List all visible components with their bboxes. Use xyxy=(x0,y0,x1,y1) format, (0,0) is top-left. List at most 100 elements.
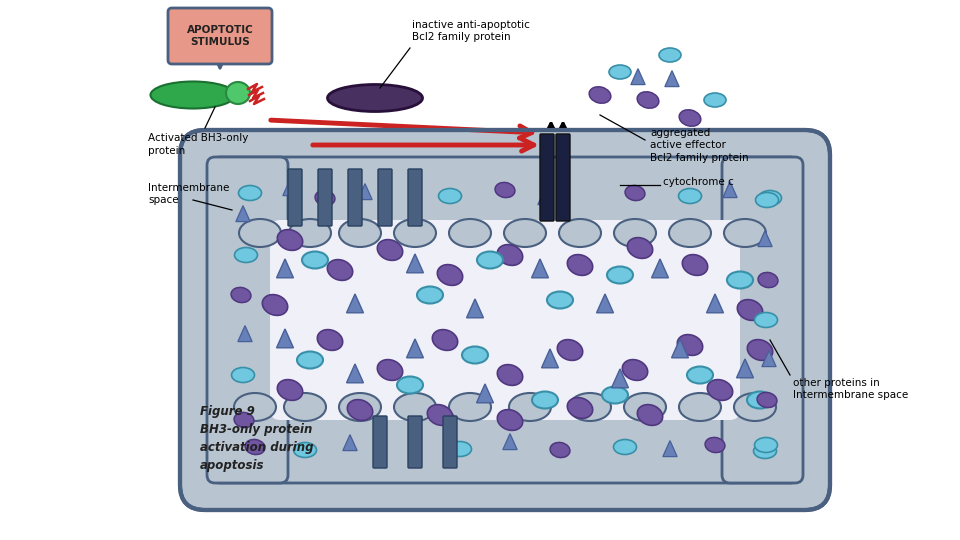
Ellipse shape xyxy=(448,442,471,456)
Ellipse shape xyxy=(609,65,631,79)
Ellipse shape xyxy=(449,393,491,421)
Ellipse shape xyxy=(755,313,778,327)
Ellipse shape xyxy=(613,440,636,455)
Ellipse shape xyxy=(678,335,703,355)
FancyBboxPatch shape xyxy=(373,416,387,468)
Ellipse shape xyxy=(550,442,570,457)
Text: Activated BH3-only
protein: Activated BH3-only protein xyxy=(148,133,249,156)
FancyBboxPatch shape xyxy=(348,169,362,226)
Ellipse shape xyxy=(239,219,281,247)
Ellipse shape xyxy=(427,404,453,426)
Ellipse shape xyxy=(394,393,436,421)
FancyBboxPatch shape xyxy=(443,416,457,468)
Polygon shape xyxy=(236,206,251,221)
Ellipse shape xyxy=(624,393,666,421)
FancyBboxPatch shape xyxy=(318,169,332,226)
Ellipse shape xyxy=(504,219,546,247)
Polygon shape xyxy=(347,294,364,313)
Ellipse shape xyxy=(438,265,463,286)
Polygon shape xyxy=(631,69,645,85)
Ellipse shape xyxy=(747,340,773,360)
Polygon shape xyxy=(662,441,677,457)
Ellipse shape xyxy=(245,440,265,455)
Ellipse shape xyxy=(679,393,721,421)
Polygon shape xyxy=(612,369,629,388)
Polygon shape xyxy=(276,259,294,278)
Ellipse shape xyxy=(289,219,331,247)
Polygon shape xyxy=(707,294,724,313)
Ellipse shape xyxy=(683,254,708,275)
FancyBboxPatch shape xyxy=(207,157,288,483)
Polygon shape xyxy=(283,180,298,195)
Ellipse shape xyxy=(559,219,601,247)
Ellipse shape xyxy=(704,93,726,107)
FancyBboxPatch shape xyxy=(408,416,422,468)
Ellipse shape xyxy=(756,192,779,207)
FancyBboxPatch shape xyxy=(378,169,392,226)
Polygon shape xyxy=(736,359,754,378)
Text: aggregated
active effector
Bcl2 family protein: aggregated active effector Bcl2 family p… xyxy=(650,128,749,163)
Ellipse shape xyxy=(377,360,402,380)
Ellipse shape xyxy=(497,410,522,430)
Ellipse shape xyxy=(277,230,302,251)
Ellipse shape xyxy=(509,393,551,421)
Ellipse shape xyxy=(589,87,611,103)
Ellipse shape xyxy=(547,292,573,308)
Ellipse shape xyxy=(754,443,777,458)
Polygon shape xyxy=(343,435,357,450)
Ellipse shape xyxy=(669,219,711,247)
Ellipse shape xyxy=(569,393,611,421)
Ellipse shape xyxy=(234,247,257,262)
Ellipse shape xyxy=(758,191,781,206)
Polygon shape xyxy=(541,349,559,368)
Ellipse shape xyxy=(231,368,254,382)
Ellipse shape xyxy=(558,340,583,360)
FancyBboxPatch shape xyxy=(540,134,554,221)
Ellipse shape xyxy=(727,272,753,288)
Ellipse shape xyxy=(679,110,701,126)
Polygon shape xyxy=(406,339,423,358)
FancyBboxPatch shape xyxy=(212,157,798,238)
Ellipse shape xyxy=(627,238,653,259)
Ellipse shape xyxy=(234,393,276,421)
Ellipse shape xyxy=(495,183,515,198)
Polygon shape xyxy=(723,181,737,198)
Ellipse shape xyxy=(734,393,776,421)
Ellipse shape xyxy=(724,219,766,247)
Ellipse shape xyxy=(687,367,713,383)
Ellipse shape xyxy=(708,380,732,400)
Text: APOPTOTIC
STIMULUS: APOPTOTIC STIMULUS xyxy=(186,25,253,47)
Ellipse shape xyxy=(497,245,522,265)
FancyBboxPatch shape xyxy=(180,130,830,510)
Polygon shape xyxy=(503,434,517,450)
Polygon shape xyxy=(238,326,252,342)
Ellipse shape xyxy=(339,393,381,421)
Ellipse shape xyxy=(497,364,522,386)
Polygon shape xyxy=(665,71,679,86)
Ellipse shape xyxy=(622,360,648,380)
Ellipse shape xyxy=(327,84,422,111)
Ellipse shape xyxy=(151,82,235,109)
Ellipse shape xyxy=(315,191,335,206)
Ellipse shape xyxy=(705,437,725,453)
Ellipse shape xyxy=(532,392,558,408)
Ellipse shape xyxy=(277,380,302,400)
Ellipse shape xyxy=(567,397,592,418)
Polygon shape xyxy=(596,294,613,313)
Ellipse shape xyxy=(262,295,288,315)
Ellipse shape xyxy=(637,92,659,108)
Ellipse shape xyxy=(679,188,702,204)
Ellipse shape xyxy=(567,254,592,275)
Text: Intermembrane
space: Intermembrane space xyxy=(148,183,229,205)
Ellipse shape xyxy=(297,352,323,368)
Ellipse shape xyxy=(755,437,778,453)
Polygon shape xyxy=(467,299,484,318)
Ellipse shape xyxy=(238,186,261,200)
Ellipse shape xyxy=(318,329,343,350)
Ellipse shape xyxy=(348,400,372,421)
Ellipse shape xyxy=(284,393,326,421)
Ellipse shape xyxy=(394,219,436,247)
Ellipse shape xyxy=(432,329,458,350)
FancyBboxPatch shape xyxy=(212,402,798,483)
Polygon shape xyxy=(358,184,372,200)
